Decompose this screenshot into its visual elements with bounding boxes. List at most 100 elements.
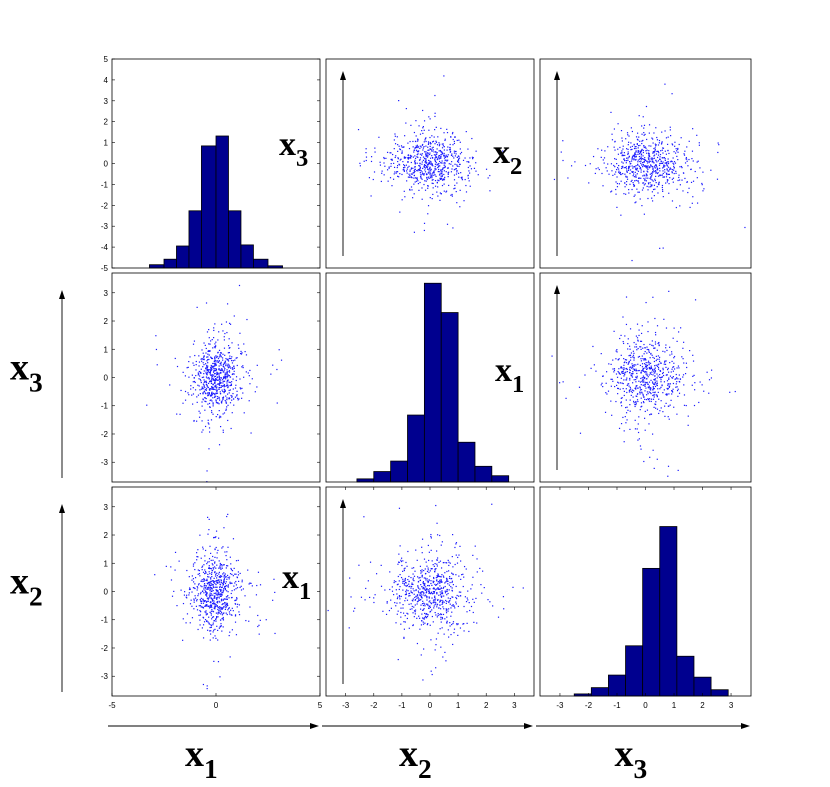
scatter-point (245, 354, 248, 356)
scatter-point (223, 377, 225, 379)
scatter-point (218, 594, 220, 596)
scatter-point (642, 151, 645, 154)
scatter-point (656, 458, 658, 460)
scatter-point (180, 589, 182, 591)
scatter-point (437, 195, 439, 197)
scatter-point (469, 172, 471, 174)
scatter-point (458, 157, 461, 159)
scatter-point (198, 605, 200, 607)
scatter-point (610, 378, 612, 380)
scatter-point (436, 182, 438, 184)
scatter-point (615, 193, 617, 195)
scatter-point (199, 614, 202, 616)
scatter-point (452, 534, 454, 536)
scatter-point (652, 167, 654, 169)
panel-annotation-s23-subscript: 1 (299, 578, 311, 605)
scatter-point (650, 367, 653, 369)
scatter-point (391, 158, 393, 160)
scatter-point (414, 181, 416, 183)
scatter-point (584, 374, 586, 376)
scatter-point (434, 603, 436, 606)
scatter-point (209, 399, 211, 402)
scatter-point (395, 605, 397, 607)
scatter-point (479, 567, 481, 570)
scatter-point (423, 146, 425, 148)
scatter-point (621, 370, 623, 373)
scatter-point (659, 410, 661, 412)
scatter-point (645, 301, 647, 304)
scatter-point (210, 614, 212, 616)
scatter-point (212, 603, 214, 605)
scatter-point (667, 162, 670, 165)
scatter-point (635, 387, 637, 389)
scatter-point (238, 614, 241, 616)
scatter-point (217, 383, 219, 385)
scatter-point (443, 595, 445, 597)
scatter-point (224, 587, 226, 590)
scatter-point (451, 581, 453, 584)
scatter-point (416, 603, 418, 605)
scatter-point (207, 353, 209, 355)
scatter-point (227, 366, 229, 368)
scatter-point (452, 622, 454, 625)
scatter-point (231, 395, 233, 397)
scatter-point (242, 392, 244, 394)
scatter-point (448, 184, 450, 187)
bottom-axis-label-2-subscript: 2 (418, 754, 432, 784)
scatter-point (369, 561, 372, 563)
scatter-point (649, 456, 651, 458)
scatter-point (441, 175, 443, 178)
scatter-point (440, 595, 442, 598)
scatter-point (215, 536, 217, 538)
scatter-point (456, 165, 458, 167)
scatter-point (659, 153, 662, 156)
scatter-point (430, 535, 432, 538)
scatter-point (205, 367, 207, 369)
scatter-point (622, 370, 624, 373)
x-tick-label: 0 (428, 701, 433, 710)
scatter-point (248, 400, 250, 402)
scatter-point (416, 177, 418, 180)
scatter-point (656, 384, 658, 386)
scatter-point (673, 366, 675, 368)
scatter-point (648, 351, 650, 353)
scatter-point (423, 588, 425, 590)
scatter-point (407, 158, 409, 160)
scatter-point (219, 586, 221, 588)
scatter-point (447, 580, 449, 582)
scatter-point (211, 365, 213, 367)
scatter-point (701, 184, 703, 186)
scatter-point (422, 109, 424, 112)
scatter-point (170, 579, 173, 581)
scatter-point (467, 590, 469, 592)
scatter-point (231, 590, 233, 592)
scatter-point (228, 597, 230, 599)
scatter-point (411, 605, 413, 608)
scatter-point (620, 405, 623, 407)
scatter-point (633, 147, 636, 150)
scatter-point (221, 582, 223, 584)
scatter-point (636, 349, 638, 351)
scatter-point (214, 628, 216, 631)
scatter-point (437, 575, 439, 577)
scatter-point (417, 146, 419, 149)
scatter-point (661, 141, 663, 143)
scatter-point (426, 164, 429, 166)
scatter-point (643, 134, 645, 136)
scatter-point (628, 355, 630, 357)
scatter-point (189, 603, 192, 605)
scatter-point (405, 597, 407, 599)
scatter-point (213, 566, 216, 568)
scatter-point (214, 345, 217, 348)
scatter-point (608, 173, 610, 175)
scatter-point (631, 391, 633, 394)
scatter-point (632, 155, 634, 157)
scatter-point (422, 147, 424, 149)
scatter-point (426, 588, 428, 590)
scatter-point (434, 157, 436, 159)
scatter-point (440, 580, 442, 582)
scatter-point (374, 147, 376, 149)
scatter-point (445, 155, 447, 157)
scatter-point (683, 394, 686, 396)
scatter-point (683, 341, 685, 343)
